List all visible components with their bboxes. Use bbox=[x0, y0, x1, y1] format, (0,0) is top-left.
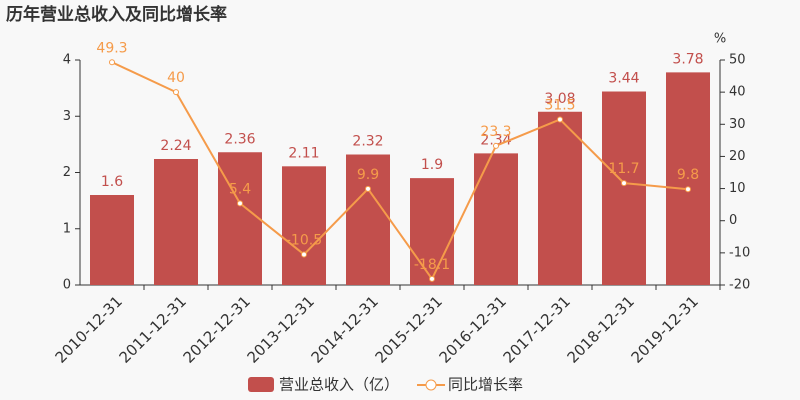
y2-tick-label: 40 bbox=[729, 85, 746, 100]
bar bbox=[474, 153, 518, 285]
line-point bbox=[301, 251, 307, 258]
line-point bbox=[365, 185, 371, 192]
line-value-label: 9.8 bbox=[677, 167, 699, 183]
bar bbox=[90, 195, 134, 285]
bar-value-label: 2.24 bbox=[160, 138, 191, 154]
y2-tick-label: -10 bbox=[729, 245, 750, 260]
bar bbox=[538, 111, 582, 285]
legend-swatch bbox=[248, 377, 274, 392]
line-value-label: -18.1 bbox=[414, 257, 450, 273]
line-value-label: 40 bbox=[167, 70, 185, 86]
y-tick-label: 4 bbox=[63, 53, 71, 68]
line-value-label: 31.5 bbox=[544, 97, 575, 113]
bar bbox=[282, 166, 326, 285]
bar bbox=[602, 91, 646, 285]
y2-tick-label: 20 bbox=[729, 149, 746, 164]
legend-swatch bbox=[425, 379, 437, 391]
y2-tick-label: 30 bbox=[729, 117, 746, 132]
bar bbox=[154, 159, 198, 285]
line-value-label: 49.3 bbox=[96, 40, 127, 56]
y2-tick-label: -20 bbox=[729, 278, 750, 293]
line-point bbox=[429, 275, 435, 282]
line-point bbox=[237, 200, 243, 207]
y2-axis-label: % bbox=[714, 32, 726, 47]
y-tick-label: 3 bbox=[63, 109, 71, 124]
bar bbox=[346, 154, 390, 285]
bar-value-label: 2.34 bbox=[480, 132, 511, 148]
bar-value-label: 2.11 bbox=[288, 145, 319, 161]
line bbox=[111, 61, 689, 281]
line-value-label: 11.7 bbox=[608, 161, 639, 177]
line-point bbox=[557, 116, 563, 123]
bar-value-label: 3.44 bbox=[608, 71, 639, 87]
line-value-label: 5.4 bbox=[229, 181, 251, 197]
line-point bbox=[109, 59, 115, 66]
bar-value-label: 3.78 bbox=[672, 51, 703, 67]
bar-value-label: 1.6 bbox=[101, 174, 123, 190]
y2-tick-label: 0 bbox=[729, 213, 737, 228]
y-tick-label: 0 bbox=[63, 278, 71, 293]
y2-tick-label: 50 bbox=[729, 53, 746, 68]
legend-label: 营业总收入（亿） bbox=[279, 376, 399, 394]
line-point bbox=[621, 180, 627, 187]
line-value-label: 23.3 bbox=[480, 124, 511, 140]
y-tick-label: 2 bbox=[63, 165, 71, 180]
line-point bbox=[493, 142, 499, 149]
legend-label: 同比增长率 bbox=[448, 376, 523, 394]
bar-value-label: 2.32 bbox=[352, 134, 383, 150]
y2-tick-label: 10 bbox=[729, 181, 746, 196]
line-point bbox=[685, 186, 691, 193]
line-point bbox=[173, 89, 179, 96]
bar bbox=[410, 178, 454, 285]
bar-value-label: 1.9 bbox=[421, 157, 443, 173]
bar-value-label: 2.36 bbox=[224, 131, 255, 147]
bar-value-label: 3.08 bbox=[544, 91, 575, 107]
line-value-label: -10.5 bbox=[286, 232, 322, 248]
bar bbox=[666, 72, 710, 285]
chart-title: 历年营业总收入及同比增长率 bbox=[6, 4, 227, 25]
line-value-label: 9.9 bbox=[357, 167, 379, 183]
y-tick-label: 1 bbox=[63, 221, 71, 236]
bar bbox=[218, 152, 262, 285]
